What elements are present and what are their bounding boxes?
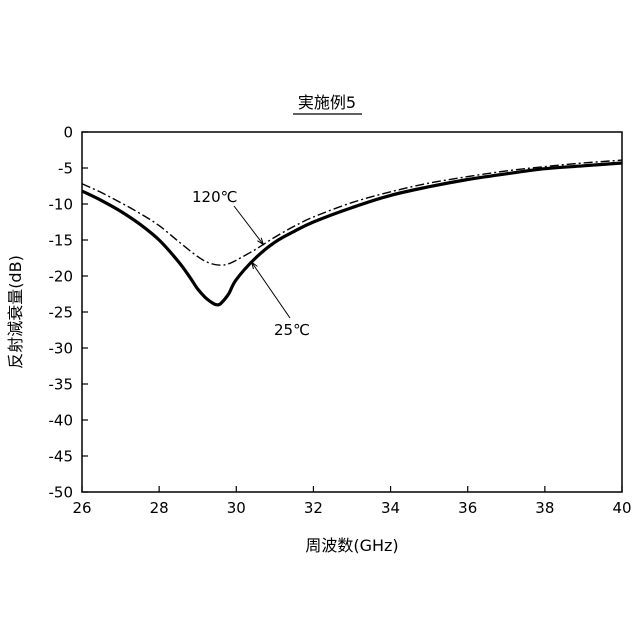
y-tick-label: 0 (63, 124, 73, 142)
chart-title: 実施例5 (298, 93, 356, 112)
plot-frame (82, 132, 622, 492)
x-tick-label: 38 (535, 499, 554, 517)
y-tick-label: -45 (49, 448, 74, 466)
x-tick-label: 32 (304, 499, 323, 517)
y-tick-label: -50 (49, 484, 74, 502)
series-group (82, 160, 622, 305)
annotation-label: 25℃ (274, 321, 310, 339)
x-axis-label: 周波数(GHz) (305, 536, 398, 555)
y-tick-label: -40 (49, 412, 74, 430)
y-axis-label: 反射減衰量(dB) (6, 255, 25, 369)
y-tick-label: -20 (49, 268, 74, 286)
y-tick-label: -30 (49, 340, 74, 358)
x-tick-label: 34 (381, 499, 400, 517)
x-tick-label: 26 (72, 499, 91, 517)
annotation-leader-line (234, 206, 263, 244)
x-tick-label: 30 (227, 499, 246, 517)
series-line-120c (82, 160, 622, 265)
annotation-label: 120℃ (192, 188, 237, 206)
x-tick-label: 40 (612, 499, 631, 517)
y-tick-label: -35 (49, 376, 74, 394)
y-tick-label: -25 (49, 304, 74, 322)
axis-ticks: 26 28 30 32 34 36 38 40 0 -5 -10 -15 -20 -25 -30 -35 -40… (49, 124, 632, 518)
y-tick-label: -10 (49, 196, 74, 214)
x-tick-label: 36 (458, 499, 477, 517)
series-line-25c (82, 163, 622, 305)
y-tick-label: -5 (58, 160, 73, 178)
y-tick-label: -15 (49, 232, 74, 250)
annotation-leader-line (252, 262, 290, 318)
x-tick-label: 28 (150, 499, 169, 517)
